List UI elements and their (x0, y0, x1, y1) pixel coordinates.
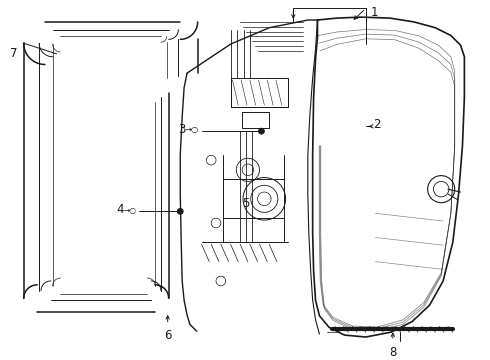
Text: 2: 2 (373, 118, 381, 131)
Circle shape (177, 208, 183, 214)
Text: 7: 7 (10, 48, 18, 60)
Text: 4: 4 (117, 203, 124, 216)
Text: 3: 3 (179, 123, 186, 136)
Text: →○: →○ (184, 125, 198, 134)
Text: 8: 8 (389, 346, 396, 359)
Circle shape (259, 128, 264, 134)
Text: →○: →○ (124, 206, 137, 215)
Text: 5: 5 (242, 197, 249, 210)
Text: 1: 1 (370, 6, 378, 19)
Text: 6: 6 (164, 329, 171, 342)
